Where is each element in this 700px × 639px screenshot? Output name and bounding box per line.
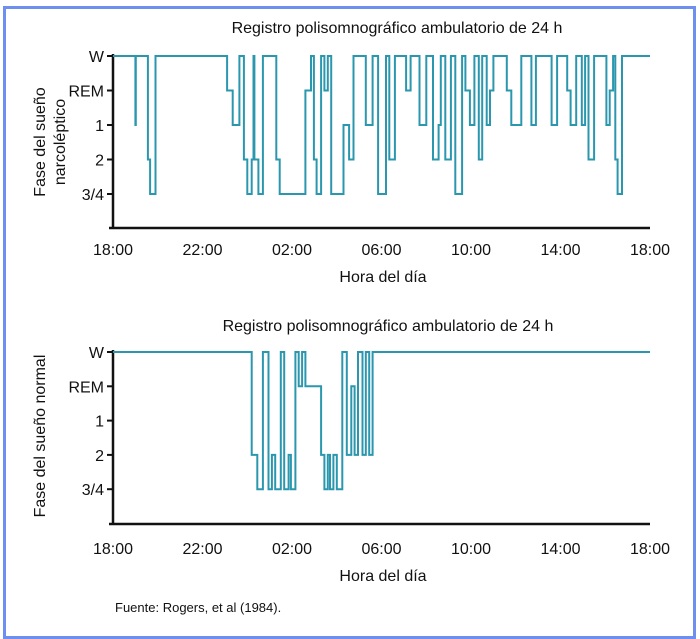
source-note: Fuente: Rogers, et al (1984). (115, 600, 281, 615)
y-axis-label-line2: narcoléptico (52, 99, 69, 185)
x-tick-label: 10:00 (451, 541, 491, 558)
y-axis-label: Fase del sueño normal (32, 355, 49, 518)
x-tick-label: 18:00 (630, 242, 670, 259)
x-tick-label: 22:00 (182, 242, 222, 259)
x-axis-label: Hora del día (339, 269, 426, 286)
x-tick-label: 18:00 (93, 242, 133, 259)
y-tick-label: W (89, 345, 105, 362)
hypnogram-trace-narcoléptico (113, 55, 650, 195)
chart-title: Registro polisomnográfico ambulatorio de… (232, 20, 563, 37)
y-tick-label: 1 (95, 414, 104, 431)
x-tick-label: 10:00 (451, 242, 491, 259)
y-tick-label: 2 (95, 153, 104, 170)
y-tick-label: 3/4 (82, 187, 104, 204)
y-tick-label: REM (68, 84, 104, 101)
chart-normal: Registro polisomnográfico ambulatorio de… (32, 318, 670, 585)
x-tick-label: 18:00 (93, 541, 133, 558)
x-tick-label: 02:00 (272, 541, 312, 558)
y-tick-label: REM (68, 379, 104, 396)
chart-title: Registro polisomnográfico ambulatorio de… (223, 318, 554, 335)
x-tick-label: 18:00 (630, 541, 670, 558)
y-tick-label: 2 (95, 448, 104, 465)
x-tick-label: 06:00 (361, 242, 401, 259)
chart-narcoleptic: Registro polisomnográfico ambulatorio de… (32, 20, 670, 286)
x-tick-label: 06:00 (361, 541, 401, 558)
hypnogram-trace-normal (113, 351, 650, 491)
y-axis-label-line1: Fase del sueño (32, 87, 49, 197)
y-tick-label: 3/4 (82, 482, 104, 499)
x-tick-label: 02:00 (272, 242, 312, 259)
y-tick-label: 1 (95, 118, 104, 135)
x-tick-label: 14:00 (540, 242, 580, 259)
figure-frame (3, 6, 696, 639)
x-tick-label: 14:00 (540, 541, 580, 558)
y-tick-label: W (89, 49, 105, 66)
x-tick-label: 22:00 (182, 541, 222, 558)
x-axis-label: Hora del día (339, 568, 426, 585)
